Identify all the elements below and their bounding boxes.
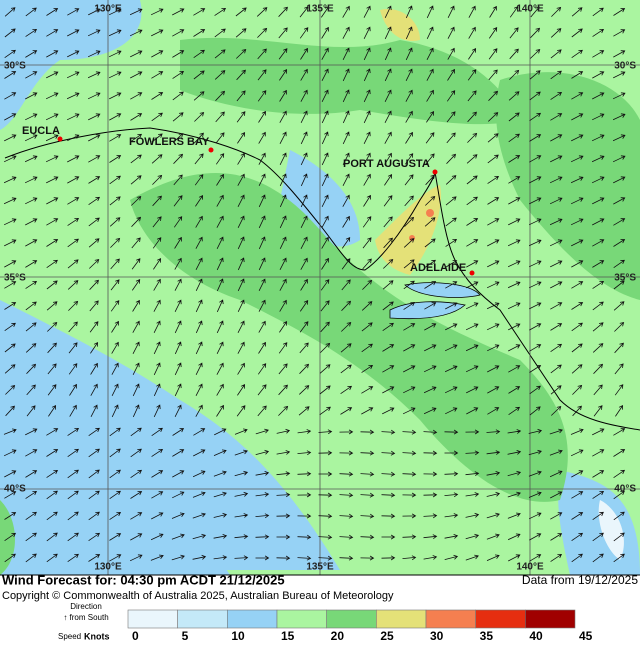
lon-label: 140°E bbox=[516, 562, 544, 573]
legend-value: 35 bbox=[480, 629, 494, 643]
place-dot bbox=[208, 147, 214, 153]
lat-label: 35°S bbox=[614, 273, 636, 284]
legend-swatch bbox=[376, 609, 427, 629]
islands bbox=[389, 282, 481, 320]
place-label: FOWLERS BAY bbox=[129, 136, 210, 148]
place-label: PORT AUGUSTA bbox=[343, 158, 430, 170]
lat-label: 40°S bbox=[4, 484, 26, 495]
place-dot bbox=[469, 270, 475, 276]
lat-label: 40°S bbox=[614, 484, 636, 495]
lat-label: 30°S bbox=[614, 61, 636, 72]
lat-label: 35°S bbox=[4, 273, 26, 284]
direction-label: Direction bbox=[70, 602, 102, 611]
legend-swatch bbox=[326, 609, 377, 629]
legend-value: 40 bbox=[529, 629, 543, 643]
lon-label: 130°E bbox=[94, 4, 122, 15]
legend-value: 0 bbox=[132, 629, 139, 643]
lon-label: 135°E bbox=[306, 4, 334, 15]
place-label: ADELAIDE bbox=[410, 262, 466, 274]
wind-zones bbox=[0, 0, 640, 575]
speed-unit: Knots bbox=[84, 631, 110, 641]
direction-note: ↑ from South bbox=[63, 613, 108, 622]
legend-swatch bbox=[475, 609, 526, 629]
forecast-title: Wind Forecast for: 04:30 pm ACDT 21/12/2… bbox=[2, 572, 285, 587]
legend-swatch bbox=[276, 609, 327, 629]
copyright: Copyright © Commonwealth of Australia 20… bbox=[2, 590, 394, 602]
legend-value: 15 bbox=[281, 629, 295, 643]
legend: 0 5 10 15 20 25 30 35 40 45 bbox=[127, 609, 593, 643]
lon-label: 135°E bbox=[306, 562, 334, 573]
data-date: Data from 19/12/2025 bbox=[522, 573, 638, 587]
legend-value: 5 bbox=[182, 629, 189, 643]
lon-label: 130°E bbox=[94, 562, 122, 573]
legend-value: 45 bbox=[579, 629, 593, 643]
legend-swatch bbox=[425, 609, 476, 629]
legend-value: 20 bbox=[331, 629, 345, 643]
place-dot bbox=[57, 136, 63, 142]
legend-value: 25 bbox=[380, 629, 394, 643]
legend-swatch bbox=[127, 609, 178, 629]
speed-label: Speed bbox=[58, 632, 81, 641]
coastline bbox=[4, 127, 640, 431]
place-dot bbox=[432, 169, 438, 175]
legend-swatch bbox=[177, 609, 228, 629]
legend-value: 10 bbox=[231, 629, 245, 643]
wind-arrows bbox=[3, 5, 626, 563]
arrow-field bbox=[3, 5, 626, 563]
lon-label: 140°E bbox=[516, 4, 544, 15]
place-label: EUCLA bbox=[22, 125, 60, 137]
legend-swatch bbox=[227, 609, 278, 629]
legend-swatch bbox=[525, 609, 576, 629]
graticule bbox=[0, 0, 640, 575]
legend-value: 30 bbox=[430, 629, 444, 643]
lat-label: 30°S bbox=[4, 61, 26, 72]
